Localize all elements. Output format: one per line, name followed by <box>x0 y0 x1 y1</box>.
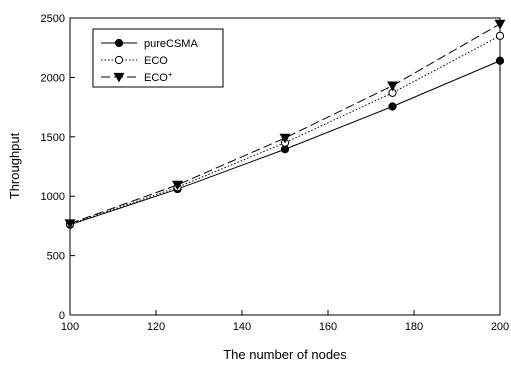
data-point <box>279 133 291 144</box>
y-tick-label: 1000 <box>41 191 65 203</box>
legend-label-superscript: + <box>168 70 173 79</box>
series-line <box>69 23 501 224</box>
series-eco- <box>64 19 506 229</box>
series-layer <box>64 19 506 229</box>
x-tick-label: 100 <box>61 321 79 333</box>
y-tick-label: 0 <box>59 310 65 322</box>
legend-label: ECO+ <box>144 70 173 84</box>
series-line <box>69 35 501 225</box>
legend-item: ECO <box>101 55 168 67</box>
y-axis-title: Throughput <box>7 132 22 199</box>
data-point <box>495 56 505 65</box>
data-point <box>495 31 505 40</box>
legend-label: pureCSMA <box>144 38 198 50</box>
y-tick-label: 1500 <box>41 132 65 144</box>
data-point <box>388 102 397 111</box>
y-tick-label: 2000 <box>41 72 65 84</box>
data-point <box>172 180 183 191</box>
legend-item: pureCSMA <box>101 38 198 50</box>
legend-label: ECO <box>144 55 168 67</box>
x-axis-title: The number of nodes <box>223 347 347 362</box>
x-tick-label: 120 <box>147 321 165 333</box>
legend-marker <box>113 72 125 83</box>
legend-item: ECO+ <box>101 70 173 84</box>
data-point <box>387 81 398 92</box>
y-tick-label: 2500 <box>41 13 65 25</box>
data-point <box>64 219 76 229</box>
data-point <box>494 19 506 30</box>
legend-marker <box>114 55 124 65</box>
legend-marker <box>114 38 124 48</box>
legend-label-base: ECO <box>144 72 168 84</box>
x-tick-label: 180 <box>405 321 423 333</box>
y-tick-label: 500 <box>47 251 65 263</box>
x-tick-label: 160 <box>319 321 337 333</box>
x-tick-label: 200 <box>491 321 509 333</box>
x-tick-label: 140 <box>233 321 251 333</box>
plot-frame <box>69 17 501 316</box>
